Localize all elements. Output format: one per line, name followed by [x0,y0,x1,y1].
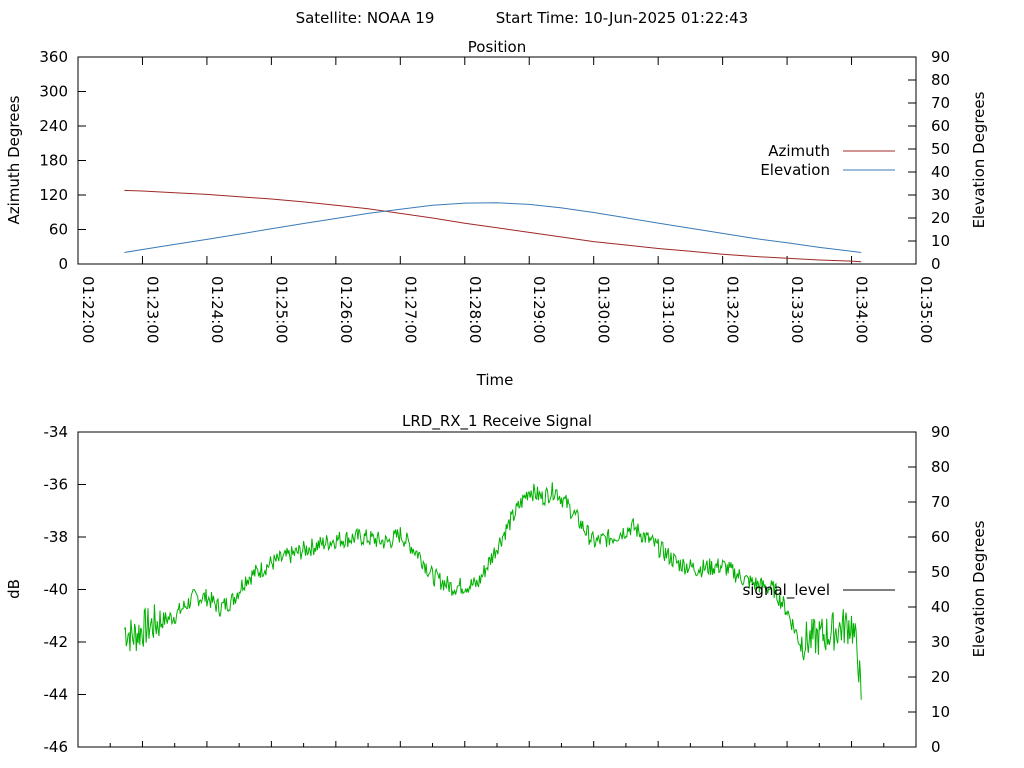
azimuth-axis-label: Azimuth Degrees [5,95,23,224]
time-axis-label: Time [476,371,514,389]
signal-ticks: -34 -36 -38 -40 -42 -44 -46 0 10 20 30 40 50 60 70 80 90 [44,423,951,756]
x-tick-label: 01:32:00 [724,276,742,343]
signal-level-line [123,482,862,700]
y2-tick-label: 20 [931,668,950,686]
position-chart-title: Position [468,38,526,56]
y-tick-label: 300 [39,83,68,101]
legend-elevation-label: Elevation [760,161,830,179]
y2-tick-label: 0 [931,255,941,273]
y2-tick-label: 60 [931,117,950,135]
y2-tick-label: 10 [931,232,950,250]
x-tick-label: 01:33:00 [788,276,806,343]
x-tick-label: 01:28:00 [466,276,484,343]
position-chart: Position 0 60 120 180 240 300 360 0 10 20 30 40 50 60… [5,38,988,389]
x-tick-label: 01:24:00 [208,276,226,343]
y-tick-label: -36 [44,476,69,494]
y2-tick-label: 70 [931,94,950,112]
y-tick-label: 60 [49,221,68,239]
y-tick-label: 180 [39,152,68,170]
y2-tick-label: 80 [931,458,950,476]
y2-tick-label: 70 [931,493,950,511]
y2-tick-label: 40 [931,163,950,181]
signal-chart-title: LRD_RX_1 Receive Signal [402,412,592,431]
y-tick-label: 0 [58,255,68,273]
y-tick-label: 360 [39,48,68,66]
y2-tick-label: 40 [931,598,950,616]
x-tick-label: 01:30:00 [595,276,613,343]
azimuth-line [124,189,862,263]
y-tick-label: -46 [44,738,69,756]
y2-tick-label: 0 [931,738,941,756]
y-tick-label: -34 [44,423,69,441]
x-tick-label: 01:35:00 [917,276,935,343]
x-tick-label: 01:34:00 [853,276,871,343]
elevation-line [124,202,862,253]
position-ticks: 0 60 120 180 240 300 360 0 10 20 30 40 50 60 70 80 90 01:… [39,48,950,343]
x-tick-label: 01:26:00 [337,276,355,343]
start-time-label: Start Time: 10-Jun-2025 01:22:43 [496,9,748,27]
y-tick-label: -40 [44,581,69,599]
satellite-label: Satellite: NOAA 19 [296,9,435,27]
db-axis-label: dB [5,579,23,599]
y2-tick-label: 30 [931,186,950,204]
y-tick-label: 240 [39,117,68,135]
y-tick-label: -44 [44,686,69,704]
position-series [124,189,862,263]
x-tick-label: 01:29:00 [530,276,548,343]
x-tick-label: 01:22:00 [79,276,97,343]
y-tick-label: -42 [44,633,69,651]
y-tick-label: 120 [39,186,68,204]
legend-signal-label: signal_level [742,581,830,600]
y2-tick-label: 60 [931,528,950,546]
signal-series [123,482,862,700]
x-tick-label: 01:23:00 [143,276,161,343]
y2-tick-label: 90 [931,423,950,441]
elevation-axis-label-top: Elevation Degrees [970,91,988,228]
legend-azimuth-label: Azimuth [768,142,830,160]
y2-tick-label: 10 [931,703,950,721]
x-tick-label: 01:31:00 [659,276,677,343]
y-tick-label: -38 [44,528,69,546]
y2-tick-label: 50 [931,563,950,581]
y2-tick-label: 90 [931,48,950,66]
x-tick-label: 01:27:00 [401,276,419,343]
y2-tick-label: 80 [931,71,950,89]
x-tick-label: 01:25:00 [272,276,290,343]
elevation-axis-label-bottom: Elevation Degrees [970,520,988,657]
signal-chart: LRD_RX_1 Receive Signal -34-36-38-40-42-… [5,412,988,756]
y2-tick-label: 50 [931,140,950,158]
y2-tick-label: 20 [931,209,950,227]
y2-tick-label: 30 [931,633,950,651]
